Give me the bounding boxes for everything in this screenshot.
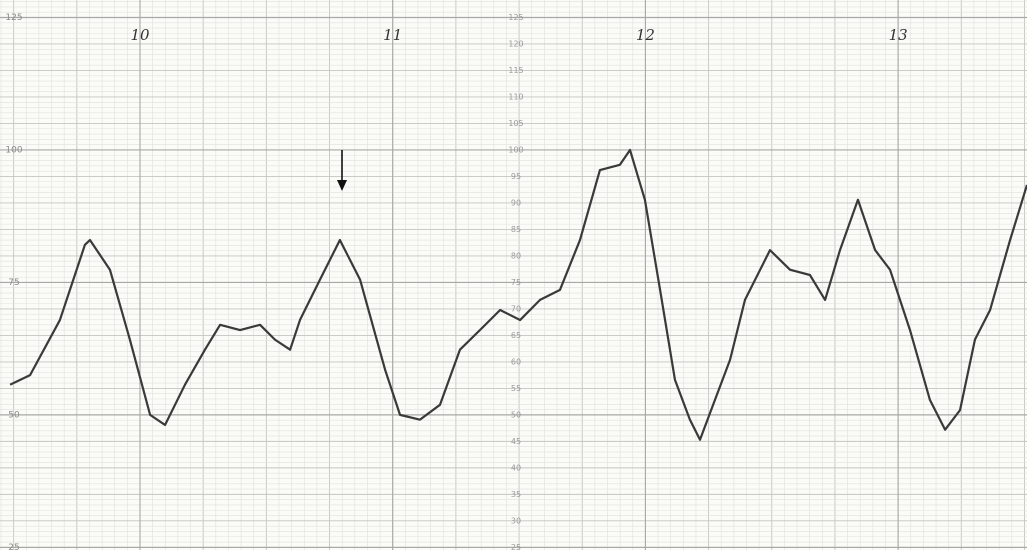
y-tick-label: 110 [508,92,523,101]
labels: 25 25 30 35 40 45 50 50 55 60 65 70 75 75 80 85 90 95 100 1… [5,13,907,550]
y-tick-label: 115 [508,66,523,75]
y-tick-label: 50 [511,410,521,419]
y-tick-label-left: 75 [8,278,19,288]
y-tick-label: 55 [511,384,521,393]
y-tick-label: 80 [511,251,521,260]
x-tick-label: 10 [130,26,150,44]
y-tick-label-left: 100 [5,145,22,155]
x-tick-label: 12 [636,26,655,44]
x-tick-label: 11 [383,26,402,44]
trace [9,148,1027,441]
y-tick-label: 105 [508,119,523,128]
y-tick-label: 95 [511,172,521,181]
y-tick-label: 120 [508,39,523,48]
y-tick-label: 30 [511,516,521,525]
y-tick-label: 70 [511,304,521,313]
y-tick-label: 40 [511,463,521,472]
y-tick-label: 65 [511,331,521,340]
y-tick-label: 45 [511,437,521,446]
y-tick-label: 85 [511,225,521,234]
y-tick-label: 75 [511,278,521,287]
y-tick-label: 35 [511,490,521,499]
y-tick-label: 100 [508,145,523,154]
trace-line [9,148,1027,441]
y-tick-label-left: 125 [5,13,22,23]
y-tick-label: 25 [511,543,521,550]
arrow-head [337,180,347,191]
y-tick-label: 125 [508,13,523,22]
y-tick-label-left: 50 [8,410,20,420]
y-tick-label: 90 [511,198,521,207]
y-tick-label: 60 [511,357,521,366]
x-tick-label: 13 [889,26,908,44]
arrow-annotation [337,150,347,191]
y-tick-label-left: 25 [8,543,19,550]
